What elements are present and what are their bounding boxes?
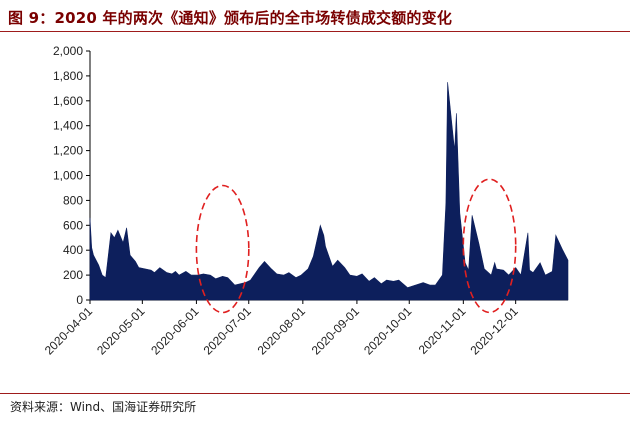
y-tick-label: 1,600 — [53, 94, 83, 108]
turnover-area-chart: 0 200 400 600 800 1,000 1,200 1,400 1,600 1,800 2,… — [42, 44, 569, 358]
y-tick-label: 200 — [63, 268, 83, 282]
x-tick-label: 2020-06-01 — [148, 304, 202, 358]
figure-title: 图 9：2020 年的两次《通知》颁布后的全市场转债成交额的变化 — [8, 9, 453, 27]
bottom-rule — [0, 393, 630, 394]
y-tick-label: 1,800 — [53, 69, 83, 83]
turnover-area — [89, 82, 569, 301]
y-axis: 0 200 400 600 800 1,000 1,200 1,400 1,600 1,800 2,… — [53, 44, 91, 307]
x-tick-label: 2020-09-01 — [309, 304, 363, 358]
source-note: 资料来源：Wind、国海证券研究所 — [10, 400, 197, 414]
y-tick-label: 800 — [63, 193, 83, 207]
x-tick-label: 2020-10-01 — [361, 304, 415, 358]
y-tick-label: 1,400 — [53, 119, 83, 133]
top-rule — [0, 31, 630, 32]
x-axis: 2020-04-01 2020-05-01 2020-06-01 2020-07-01… — [42, 299, 568, 358]
x-tick-label: 2020-05-01 — [94, 304, 148, 358]
x-tick-label: 2020-08-01 — [255, 304, 309, 358]
y-tick-label: 0 — [76, 293, 83, 307]
dashed-ellipse-annotation-2 — [462, 178, 517, 314]
annotation-layer — [195, 178, 517, 314]
figure-header: 图 9：2020 年的两次《通知》颁布后的全市场转债成交额的变化 — [0, 0, 630, 34]
plot-area — [89, 82, 569, 301]
x-tick-label: 2020-04-01 — [42, 304, 96, 358]
dashed-ellipse-annotation-1 — [195, 184, 250, 314]
y-tick-label: 1,000 — [53, 169, 83, 183]
y-tick-label: 600 — [63, 218, 83, 232]
y-tick-label: 2,000 — [53, 44, 83, 58]
y-tick-label: 400 — [63, 243, 83, 257]
y-tick-label: 1,200 — [53, 144, 83, 158]
x-tick-label: 2020-11-01 — [416, 304, 469, 357]
